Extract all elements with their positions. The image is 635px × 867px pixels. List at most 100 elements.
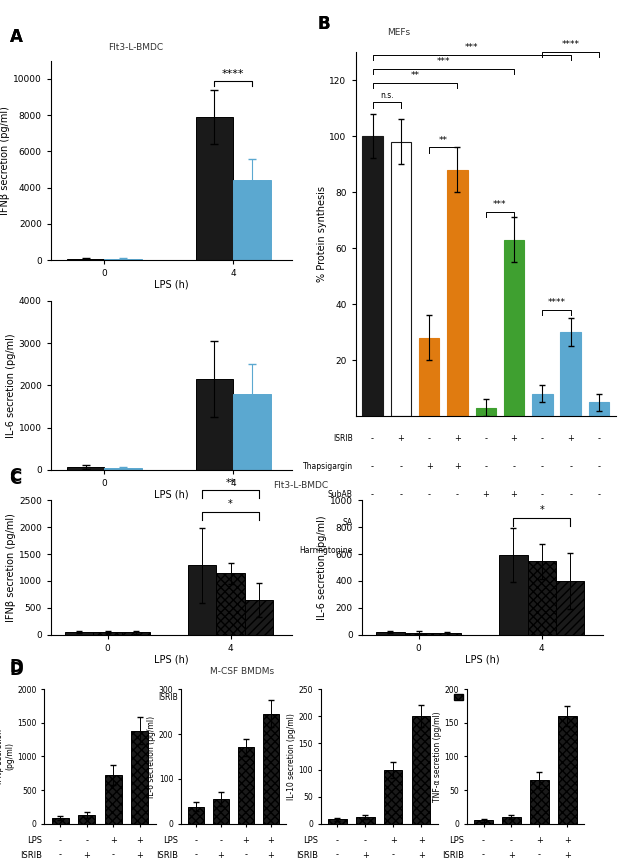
Text: M-CSF BMDMs: M-CSF BMDMs	[210, 667, 274, 675]
Bar	[105, 775, 122, 824]
Y-axis label: IFNβ secretion (pg/ml): IFNβ secretion (pg/ml)	[0, 106, 10, 215]
X-axis label: LPS (h): LPS (h)	[154, 279, 189, 290]
Legend: WT, PERKΔK: WT, PERKΔK	[114, 303, 229, 319]
Text: -: -	[371, 518, 374, 527]
Text: -: -	[541, 434, 544, 443]
Text: *: *	[228, 499, 233, 509]
Text: -: -	[371, 462, 374, 471]
Bar	[104, 468, 142, 470]
Y-axis label: IL-6 secretion (pg/ml): IL-6 secretion (pg/ml)	[6, 333, 16, 438]
Text: ****: ****	[562, 40, 580, 49]
Text: +: +	[508, 851, 515, 859]
Bar	[356, 818, 375, 824]
Text: LPS: LPS	[303, 836, 318, 844]
Text: -: -	[598, 434, 601, 443]
Text: -: -	[512, 518, 516, 527]
Bar	[233, 180, 271, 260]
Text: +: +	[454, 434, 461, 443]
Text: -: -	[371, 546, 374, 555]
Text: B: B	[318, 16, 330, 34]
Text: ISRIB: ISRIB	[333, 434, 353, 443]
Bar	[196, 379, 233, 470]
Text: -: -	[541, 490, 544, 499]
Legend: Control, ISRIB, GSK2656157: Control, ISRIB, GSK2656157	[82, 689, 261, 705]
Text: ISRIB: ISRIB	[20, 851, 42, 859]
Legend: WT, PERKΔK: WT, PERKΔK	[114, 513, 229, 530]
Bar	[328, 819, 347, 824]
Bar	[412, 716, 431, 824]
Text: +: +	[539, 518, 546, 527]
Text: +: +	[567, 434, 574, 443]
Text: +: +	[110, 836, 117, 844]
Text: B: B	[318, 16, 330, 34]
Text: Flt3-L-BMDC: Flt3-L-BMDC	[273, 481, 328, 490]
Text: -: -	[59, 851, 62, 859]
Text: A: A	[10, 28, 22, 46]
Bar	[528, 562, 556, 635]
Bar	[384, 770, 403, 824]
Text: SubAB: SubAB	[328, 490, 353, 499]
Text: -: -	[428, 434, 431, 443]
Bar	[131, 731, 149, 824]
Bar	[589, 402, 609, 416]
Bar	[363, 136, 383, 416]
Text: -: -	[399, 518, 403, 527]
Text: +: +	[596, 546, 603, 555]
Bar	[530, 780, 549, 824]
Bar	[213, 799, 229, 824]
Text: -: -	[569, 462, 572, 471]
Text: +: +	[217, 851, 224, 859]
Text: +: +	[137, 851, 143, 859]
Text: ****: ****	[222, 69, 244, 79]
Text: -: -	[512, 546, 516, 555]
Bar	[67, 258, 104, 260]
Text: +: +	[390, 836, 397, 844]
Text: +: +	[454, 462, 461, 471]
Text: **: **	[411, 71, 420, 80]
Text: -: -	[399, 490, 403, 499]
Text: -: -	[336, 851, 339, 859]
Text: -: -	[485, 546, 487, 555]
Text: -: -	[194, 836, 197, 844]
Bar	[474, 820, 493, 824]
Text: +: +	[243, 836, 250, 844]
Text: **: **	[439, 135, 448, 145]
Bar	[233, 394, 271, 470]
Text: -: -	[85, 836, 88, 844]
Text: -: -	[194, 851, 197, 859]
Bar	[556, 581, 584, 635]
Bar	[504, 239, 525, 416]
Bar	[65, 632, 93, 635]
Text: +: +	[483, 490, 489, 499]
Bar	[404, 633, 433, 635]
Text: D: D	[10, 658, 23, 676]
Text: D: D	[10, 661, 23, 679]
Y-axis label: IL-6 secretion (pg/ml): IL-6 secretion (pg/ml)	[317, 515, 327, 620]
Text: -: -	[569, 490, 572, 499]
Text: -: -	[399, 462, 403, 471]
Text: ISRIB: ISRIB	[156, 851, 178, 859]
Bar	[237, 747, 254, 824]
Text: ***: ***	[493, 200, 507, 209]
Text: ****: ****	[547, 298, 566, 307]
Text: MEFs: MEFs	[387, 28, 410, 36]
Text: C: C	[10, 467, 22, 486]
Text: -: -	[485, 462, 487, 471]
Bar	[188, 565, 217, 635]
Bar	[376, 632, 404, 635]
Text: -: -	[456, 518, 459, 527]
Legend: Control, ISRIB, GSK2656157: Control, ISRIB, GSK2656157	[393, 689, 572, 705]
Text: *: *	[539, 505, 544, 515]
Text: -: -	[541, 546, 544, 555]
Bar	[419, 338, 439, 416]
Text: +: +	[398, 434, 404, 443]
Text: -: -	[456, 490, 459, 499]
Text: A: A	[10, 28, 22, 46]
Text: -: -	[59, 836, 62, 844]
Text: +: +	[536, 836, 543, 844]
Bar	[67, 467, 104, 470]
Text: LPS: LPS	[449, 836, 464, 844]
Text: ***: ***	[465, 43, 478, 52]
Text: -: -	[482, 851, 485, 859]
Text: +: +	[564, 836, 571, 844]
